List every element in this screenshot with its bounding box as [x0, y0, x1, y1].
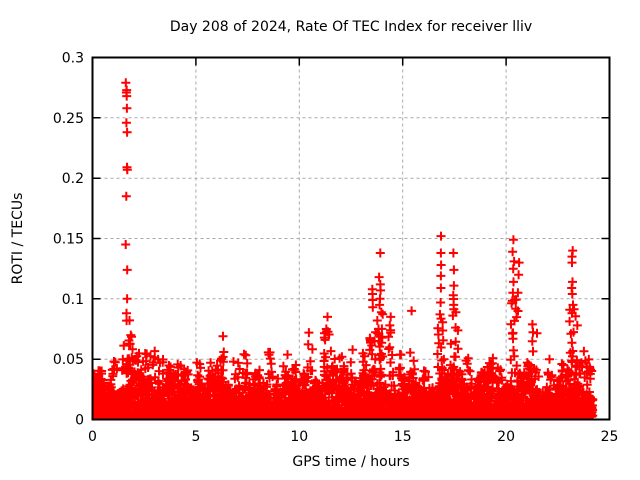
x-tick-label: 0 — [88, 429, 97, 445]
y-tick-label: 0.1 — [62, 292, 84, 308]
chart-title: Day 208 of 2024, Rate Of TEC Index for r… — [170, 19, 532, 35]
x-axis-label: GPS time / hours — [292, 454, 409, 470]
y-tick-label: 0.2 — [62, 171, 84, 187]
x-tick-label: 20 — [497, 429, 515, 445]
x-tick-label: 25 — [601, 429, 619, 445]
y-tick-label: 0.15 — [53, 232, 84, 248]
x-tick-label: 5 — [191, 429, 200, 445]
y-tick-label: 0.25 — [53, 111, 84, 127]
y-axis-label: ROTI / TECUs — [10, 193, 26, 285]
grid-lines — [92, 57, 610, 420]
x-tick-label: 15 — [394, 429, 412, 445]
x-tick-label: 10 — [290, 429, 308, 445]
y-tick-label: 0 — [75, 413, 84, 429]
plot-frame — [91, 56, 611, 421]
y-tick-label: 0.05 — [53, 352, 84, 368]
tick-labels: 0 5 10 15 20 25 0 0.05 0.1 0.15 0.2 0.25 0.3 — [53, 51, 619, 446]
y-tick-label: 0.3 — [62, 51, 84, 67]
